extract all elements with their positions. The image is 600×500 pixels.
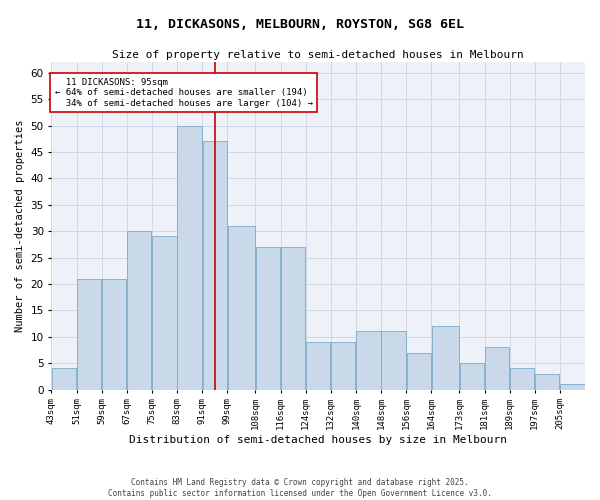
Bar — [356, 332, 380, 390]
Text: 11, DICKASONS, MELBOURN, ROYSTON, SG8 6EL: 11, DICKASONS, MELBOURN, ROYSTON, SG8 6E… — [136, 18, 464, 30]
Bar — [485, 348, 509, 390]
Text: Contains HM Land Registry data © Crown copyright and database right 2025.
Contai: Contains HM Land Registry data © Crown c… — [108, 478, 492, 498]
Bar — [52, 368, 76, 390]
Bar — [102, 278, 126, 390]
Bar — [431, 326, 459, 390]
Bar — [535, 374, 559, 390]
Bar — [281, 247, 305, 390]
Bar — [152, 236, 176, 390]
Text: 11 DICKASONS: 95sqm
← 64% of semi-detached houses are smaller (194)
  34% of sem: 11 DICKASONS: 95sqm ← 64% of semi-detach… — [55, 78, 313, 108]
Bar — [77, 278, 101, 390]
Bar — [127, 231, 151, 390]
Bar — [178, 126, 202, 390]
Bar — [560, 384, 584, 390]
Title: Size of property relative to semi-detached houses in Melbourn: Size of property relative to semi-detach… — [112, 50, 524, 60]
Bar — [382, 332, 406, 390]
Bar — [203, 142, 227, 390]
Bar — [256, 247, 280, 390]
Bar — [460, 363, 484, 390]
Bar — [331, 342, 355, 390]
Bar — [227, 226, 255, 390]
X-axis label: Distribution of semi-detached houses by size in Melbourn: Distribution of semi-detached houses by … — [129, 435, 507, 445]
Bar — [407, 352, 431, 390]
Y-axis label: Number of semi-detached properties: Number of semi-detached properties — [15, 120, 25, 332]
Bar — [306, 342, 331, 390]
Bar — [510, 368, 535, 390]
